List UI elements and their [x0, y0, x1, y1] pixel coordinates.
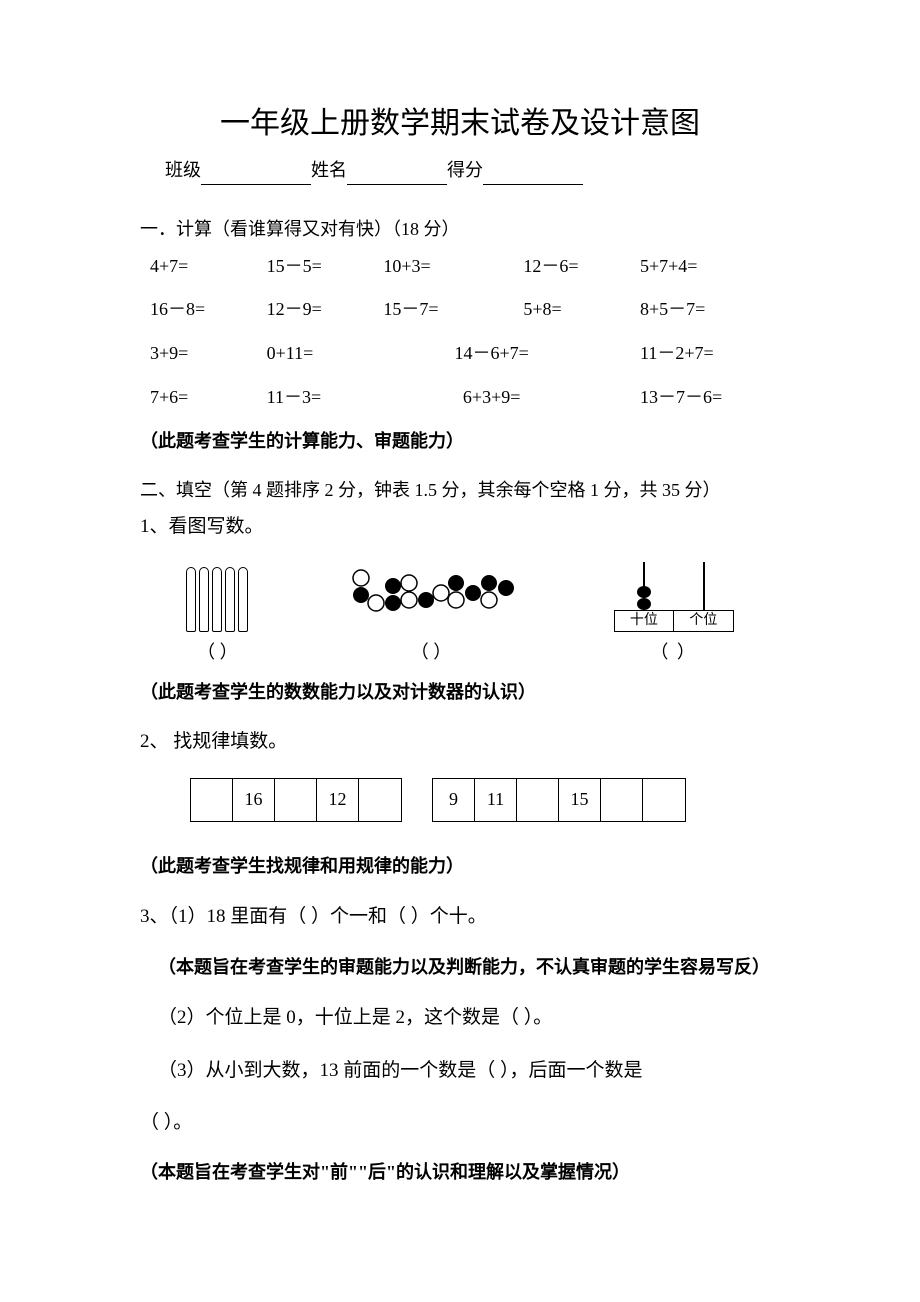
score-label: 得分 — [447, 160, 483, 180]
seq-cell — [601, 779, 643, 821]
class-blank — [201, 167, 311, 185]
seq-table-1: 16 12 — [190, 778, 402, 822]
page-title: 一年级上册数学期末试卷及设计意图 — [140, 100, 780, 148]
sequence-tables: 16 12 9 11 15 — [140, 778, 780, 822]
calc-cell: 15－5= — [267, 252, 384, 281]
calc-cell: 4+7= — [150, 252, 267, 281]
seq-cell — [275, 779, 317, 821]
name-label: 姓名 — [311, 160, 347, 180]
abacus-icon: 十位 个位 — [614, 562, 734, 632]
calc-row-2: 16－8= 12－9= 15－7= 5+8= 8+5－7= — [140, 295, 780, 324]
q3-3-note: （本题旨在考查学生对"前""后"的认识和理解以及掌握情况） — [140, 1158, 780, 1187]
q3-2: （2）个位上是 0，十位上是 2，这个数是（ ）。 — [140, 1001, 780, 1035]
seq-cell: 11 — [475, 779, 517, 821]
score-blank — [483, 167, 583, 185]
beads-figure: （ ） — [341, 553, 521, 667]
calc-row-4: 7+6= 11－3= 6+3+9= 13－7－6= — [140, 383, 780, 412]
section1-note: （此题考查学生的计算能力、审题能力） — [140, 427, 780, 456]
name-blank — [347, 167, 447, 185]
q3-block: 3、（1）18 里面有（ ）个一和（ ）个十。 （本题旨在考查学生的审题能力以及… — [140, 900, 780, 1186]
calc-cell: 14－6+7= — [383, 339, 640, 368]
blank-paren: （ ） — [341, 638, 521, 667]
calc-cell: 11－3= — [267, 383, 384, 412]
calc-cell: 0+11= — [267, 339, 384, 368]
calc-cell: 16－8= — [150, 295, 267, 324]
calc-cell: 12－9= — [267, 295, 384, 324]
seq-cell — [359, 779, 401, 821]
calc-row-1: 4+7= 15－5= 10+3= 12－6= 5+7+4= — [140, 252, 780, 281]
q3-3a: （3）从小到大数，13 前面的一个数是（ ），后面一个数是 — [140, 1054, 780, 1088]
seq-table-2: 9 11 15 — [432, 778, 686, 822]
calc-cell: 8+5－7= — [640, 295, 780, 324]
figures-row: （ ） （ ） — [140, 553, 780, 667]
calc-cell: 3+9= — [150, 339, 267, 368]
seq-cell — [643, 779, 685, 821]
q1-note: （此题考查学生的数数能力以及对计数器的认识） — [140, 678, 780, 707]
q3-3b: （ ）。 — [140, 1106, 780, 1140]
q3-1: 3、（1）18 里面有（ ）个一和（ ）个十。 — [140, 900, 780, 934]
seq-cell: 15 — [559, 779, 601, 821]
sticks-icon — [186, 562, 248, 632]
ones-label: 个位 — [674, 611, 733, 631]
calc-cell: 6+3+9= — [383, 383, 640, 412]
q2-label: 2、 找规律填数。 — [140, 727, 780, 757]
seq-cell — [517, 779, 559, 821]
calc-cell: 11－2+7= — [640, 339, 780, 368]
calc-cell: 12－6= — [523, 252, 640, 281]
calc-cell: 10+3= — [383, 252, 523, 281]
calc-cell: 13－7－6= — [640, 383, 780, 412]
blank-paren: （ ） — [614, 638, 734, 667]
q3-1-note: （本题旨在考查学生的审题能力以及判断能力，不认真审题的学生容易写反） — [140, 953, 780, 982]
abacus-figure: 十位 个位 （ ） — [614, 562, 734, 667]
sticks-figure: （ ） — [186, 562, 248, 667]
class-label: 班级 — [165, 160, 201, 180]
blank-paren: （ ） — [186, 638, 248, 667]
tens-label: 十位 — [615, 611, 675, 631]
seq-cell: 9 — [433, 779, 475, 821]
calc-cell: 5+7+4= — [640, 252, 780, 281]
q1-label: 1、看图写数。 — [140, 512, 780, 542]
section1-header: 一．计算（看谁算得又对有快）（18 分） — [140, 215, 780, 244]
calc-row-3: 3+9= 0+11= 14－6+7= 11－2+7= — [140, 339, 780, 368]
seq-cell: 16 — [233, 779, 275, 821]
beads-icon — [341, 553, 521, 623]
seq-cell — [191, 779, 233, 821]
seq-cell: 12 — [317, 779, 359, 821]
q2-note: （此题考查学生找规律和用规律的能力） — [140, 852, 780, 881]
calc-cell: 15－7= — [383, 295, 523, 324]
section2-header: 二、填空（第 4 题排序 2 分，钟表 1.5 分，其余每个空格 1 分，共 3… — [140, 476, 780, 505]
calc-cell: 7+6= — [150, 383, 267, 412]
calc-cell: 5+8= — [523, 295, 640, 324]
info-line: 班级 姓名 得分 — [140, 156, 780, 185]
